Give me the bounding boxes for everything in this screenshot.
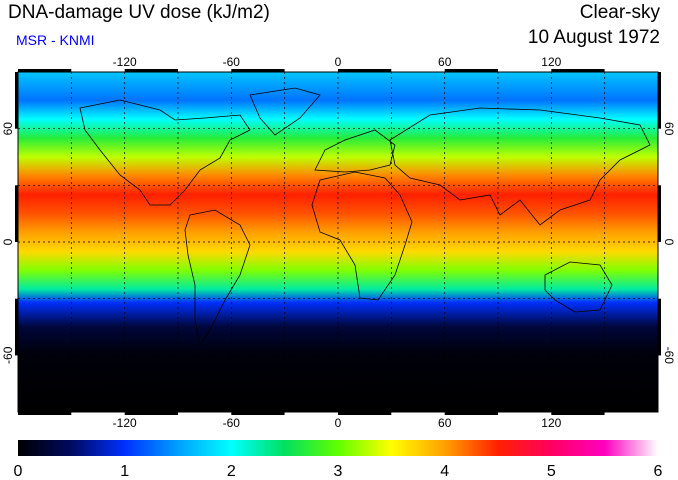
lon-label-top: -60 — [223, 55, 241, 69]
lon-labels-bottom: -120 -60 0 60 120 — [113, 416, 562, 430]
colorbar — [18, 440, 658, 456]
greenland-outline — [249, 87, 321, 136]
colorbar-label: 2 — [227, 463, 236, 480]
lon-label-bottom: 60 — [438, 416, 452, 430]
lat-label-right: -60 — [662, 347, 676, 365]
map-frame — [15, 69, 661, 415]
colorbar-label: 0 — [14, 463, 23, 480]
colorbar-label: 4 — [440, 463, 449, 480]
lat-label-left: 0 — [1, 238, 15, 245]
lat-labels-left: 60 0 -60 — [1, 122, 15, 364]
gridlines — [18, 72, 658, 412]
south-america-outline — [184, 209, 251, 347]
lon-labels-top: -120 -60 0 60 120 — [113, 55, 562, 69]
lon-label-bottom: -60 — [223, 416, 241, 430]
lon-label-top: 120 — [541, 55, 561, 69]
lon-label-top: -120 — [113, 55, 137, 69]
frame-bottom-ticks — [18, 412, 605, 415]
credit-label: MSR - KNMI — [16, 32, 95, 48]
north-america-outline — [79, 99, 251, 206]
lon-label-top: 0 — [335, 55, 342, 69]
lon-label-bottom: 120 — [541, 416, 561, 430]
sky-condition-label: Clear-sky — [579, 2, 660, 23]
europe-outline — [314, 129, 396, 173]
lon-label-top: 60 — [438, 55, 452, 69]
coastlines — [18, 87, 658, 396]
colorbar-label: 3 — [334, 463, 343, 480]
lon-label-bottom: 0 — [335, 416, 342, 430]
lat-label-left: 60 — [1, 122, 15, 136]
antarctica-outline — [18, 383, 658, 396]
asia-outline — [389, 107, 651, 226]
map-title: DNA-damage UV dose (kJ/m2) — [8, 2, 270, 23]
lat-label-right: 0 — [662, 239, 676, 246]
frame-left-ticks — [15, 72, 18, 356]
colorbar-label: 1 — [120, 463, 129, 480]
colorbar-label: 5 — [547, 463, 556, 480]
colorbar-labels: 0 1 2 3 4 5 6 — [14, 463, 663, 480]
frame-right-ticks — [658, 72, 661, 356]
lat-label-right: 60 — [662, 122, 676, 136]
lon-label-bottom: -120 — [113, 416, 137, 430]
lat-labels-right: 60 0 -60 — [662, 122, 676, 364]
colorbar-label: 6 — [654, 463, 663, 480]
africa-outline — [311, 171, 413, 301]
australia-outline — [544, 261, 613, 313]
date-label: 10 August 1972 — [527, 27, 660, 48]
frame-top-ticks — [18, 69, 605, 72]
lat-label-left: -60 — [1, 346, 15, 364]
